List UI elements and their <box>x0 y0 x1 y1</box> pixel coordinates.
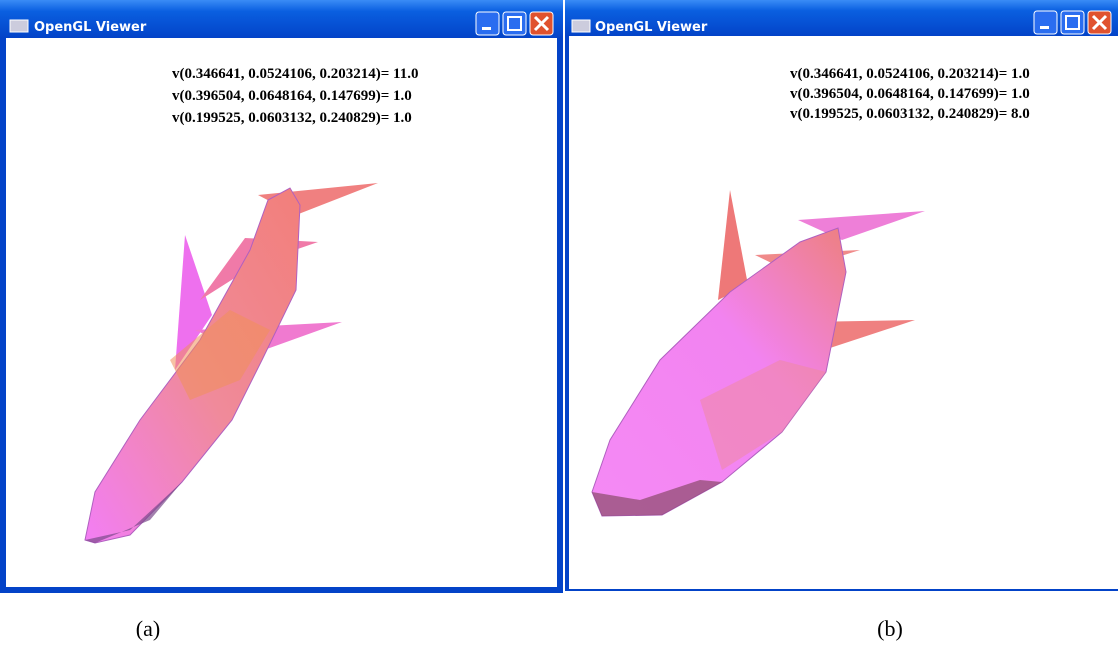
caption: (a) <box>136 616 160 641</box>
minimize-icon <box>1040 26 1049 29</box>
vertex-value: v(0.346641, 0.0524106, 0.203214)= 11.0 <box>172 66 418 82</box>
maximize-icon <box>1065 15 1080 30</box>
minimize-button[interactable] <box>1033 10 1058 35</box>
fish-render <box>591 190 925 517</box>
app-icon <box>9 19 29 33</box>
window-b: OpenGL Viewer v(0.346641, 0.0524106, 0.2… <box>565 0 1118 591</box>
app-icon <box>571 19 591 33</box>
vertex-value: v(0.199525, 0.0603132, 0.240829)= 8.0 <box>790 106 1030 122</box>
shade <box>170 310 270 400</box>
minimize-icon <box>482 27 491 30</box>
maximize-icon <box>507 16 522 31</box>
window-title: OpenGL Viewer <box>34 20 147 35</box>
title-bar <box>565 0 1118 36</box>
shade <box>700 360 826 470</box>
minimize-button[interactable] <box>475 11 500 36</box>
maximize-button[interactable] <box>1060 10 1085 35</box>
window-a: OpenGL Viewer v(0.346641, 0.0524106, 0.2… <box>0 0 563 593</box>
close-icon <box>1091 14 1108 31</box>
shade <box>592 480 722 516</box>
vertex-value: v(0.199525, 0.0603132, 0.240829)= 1.0 <box>172 110 412 126</box>
vertex-value: v(0.396504, 0.0648164, 0.147699)= 1.0 <box>172 88 412 104</box>
window-title: OpenGL Viewer <box>595 20 708 35</box>
vertex-value: v(0.346641, 0.0524106, 0.203214)= 1.0 <box>790 66 1030 82</box>
title-bar <box>0 0 563 38</box>
fish-render <box>84 183 378 544</box>
vertex-value: v(0.396504, 0.0648164, 0.147699)= 1.0 <box>790 86 1030 102</box>
caption: (b) <box>877 616 903 641</box>
maximize-button[interactable] <box>502 11 527 36</box>
close-icon <box>533 15 550 32</box>
fin <box>175 235 212 370</box>
fin <box>718 190 748 300</box>
